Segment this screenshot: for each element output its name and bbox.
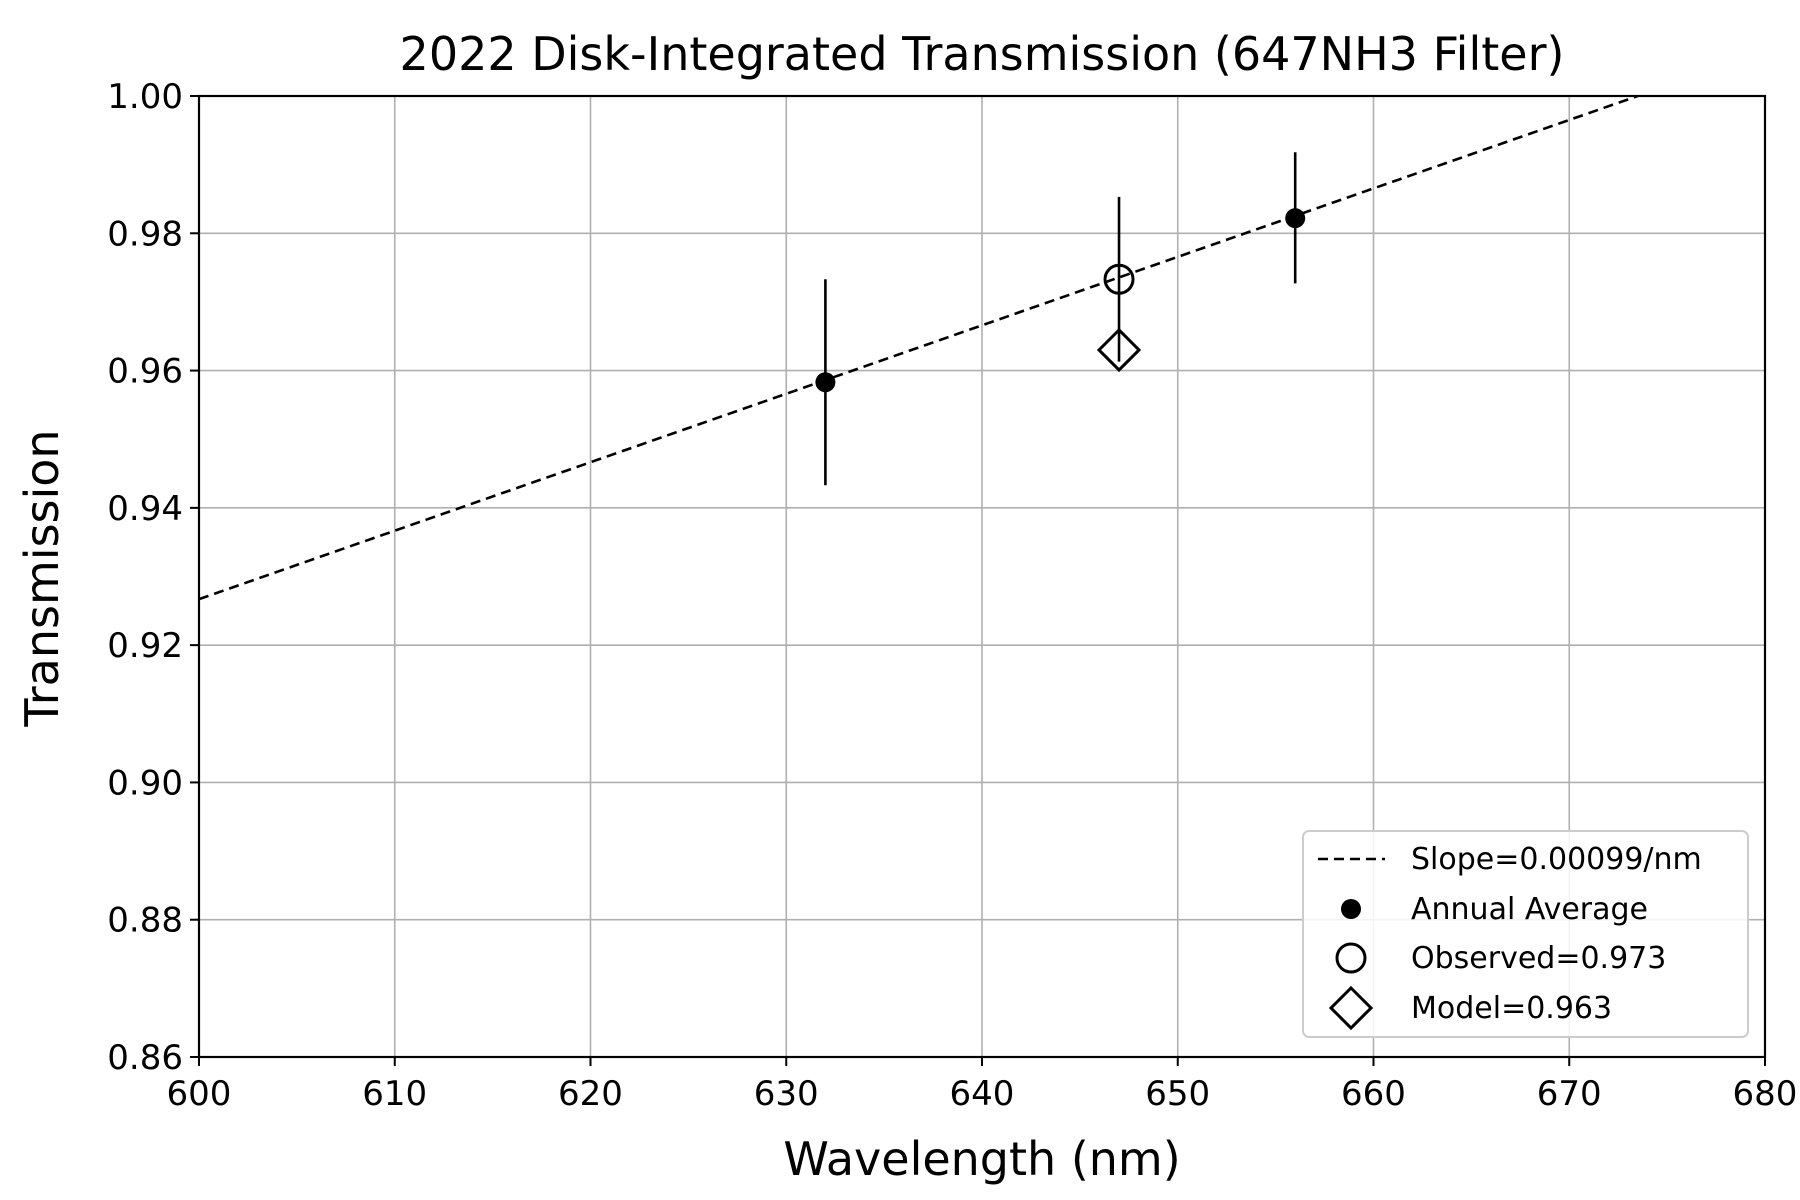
x-tick-label: 610 — [362, 1074, 427, 1114]
x-tick-label: 670 — [1537, 1074, 1602, 1114]
y-tick-label: 0.98 — [107, 214, 183, 254]
x-tick-label: 640 — [950, 1074, 1015, 1114]
x-tick-label: 620 — [558, 1074, 623, 1114]
x-tick-label: 660 — [1341, 1074, 1406, 1114]
model-point — [1096, 327, 1142, 373]
legend-label: Observed=0.973 — [1411, 941, 1666, 976]
y-tick-label: 1.00 — [107, 77, 183, 117]
x-axis-title: Wavelength (nm) — [783, 1132, 1180, 1186]
legend-label: Model=0.963 — [1411, 991, 1612, 1026]
legend-label: Annual Average — [1411, 892, 1648, 927]
y-tick-label: 0.92 — [107, 626, 183, 666]
legend-model-swatch — [1328, 985, 1374, 1031]
legend-observed-swatch — [1335, 942, 1367, 974]
y-tick-label: 0.96 — [107, 352, 183, 392]
chart-title: 2022 Disk-Integrated Transmission (647NH… — [400, 27, 1565, 81]
y-tick-label: 0.88 — [107, 901, 183, 941]
y-axis-title: Transmission — [15, 429, 69, 727]
y-tick-label: 0.90 — [107, 763, 183, 803]
y-tick-label: 0.94 — [107, 489, 183, 529]
trend-line — [199, 96, 1639, 601]
annual-average-point — [1285, 208, 1306, 229]
plot-clipped — [199, 96, 1639, 601]
legend-frame — [1302, 830, 1749, 1038]
legend-annual-average-swatch — [1341, 899, 1361, 919]
annual-average-point — [815, 372, 836, 393]
axes-ticks: 600 610 620 630 640 650 660 670 680 0.86 0.88 0.90 0… — [107, 77, 1797, 1114]
observed-point — [1103, 263, 1135, 295]
x-tick-label: 680 — [1733, 1074, 1798, 1114]
x-tick-label: 630 — [754, 1074, 819, 1114]
y-tick-label: 0.86 — [107, 1038, 183, 1078]
plot-area — [199, 96, 1639, 601]
legend-label: Slope=0.00099/nm — [1411, 842, 1702, 877]
x-tick-label: 600 — [167, 1074, 232, 1114]
legend: Slope=0.00099/nm Annual Average Observed=0… — [1302, 830, 1749, 1038]
x-tick-label: 650 — [1145, 1074, 1210, 1114]
